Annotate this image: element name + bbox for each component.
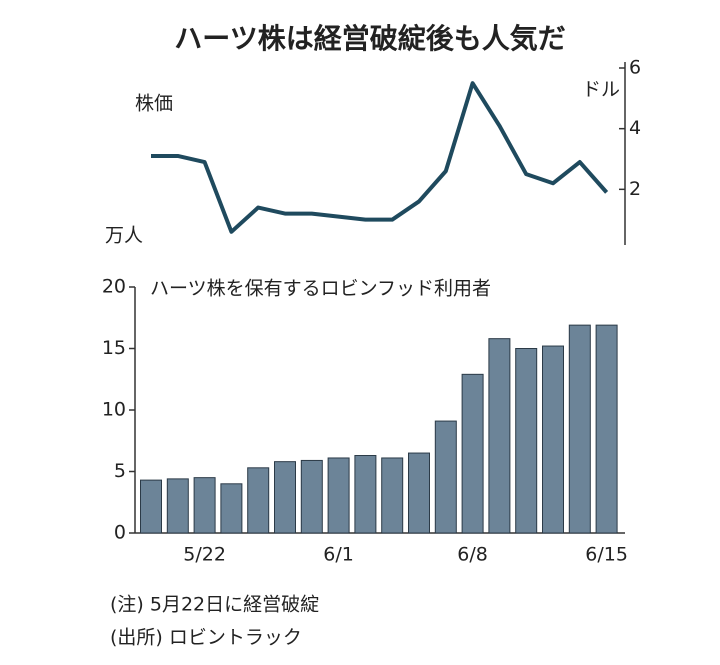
series-label: ハーツ株を保有するロビンフッド利用者	[150, 278, 491, 300]
x-tick-label: 5/22	[183, 544, 226, 566]
y2-axis-label: ドル	[582, 79, 620, 101]
bar	[220, 483, 243, 534]
bar	[515, 348, 538, 534]
x-tick-label: 6/15	[585, 544, 628, 566]
series-label: 株価	[135, 93, 173, 115]
y2-tick-label: 2	[629, 178, 641, 200]
bar	[434, 420, 457, 534]
bar	[354, 455, 377, 534]
y-tick-label: 5	[114, 460, 126, 482]
bar	[595, 324, 618, 534]
bar	[461, 373, 484, 534]
y-tick-label: 0	[114, 522, 126, 544]
bar	[381, 457, 404, 534]
bar	[166, 478, 189, 534]
y2-tick-label: 4	[629, 117, 641, 139]
y-tick-label: 20	[102, 276, 126, 298]
bar	[542, 345, 564, 534]
bar	[568, 324, 591, 534]
bar	[247, 467, 270, 534]
x-tick-label: 6/8	[457, 544, 488, 566]
chart-title: ハーツ株は経営破綻後も人気だ	[174, 22, 565, 55]
price-line	[151, 81, 609, 234]
bar	[488, 338, 511, 534]
bar	[408, 452, 430, 534]
note: (注) 5月22日に経営破綻	[110, 594, 319, 616]
y-tick-label: 15	[102, 337, 126, 359]
y2-tick-label: 6	[629, 57, 641, 79]
bar	[274, 461, 296, 534]
y-tick-label: 10	[102, 399, 126, 421]
bar	[327, 457, 350, 534]
x-tick-label: 6/1	[323, 544, 354, 566]
source: (出所) ロビントラック	[110, 627, 302, 649]
y-axis-label: 万人	[105, 225, 143, 247]
bar	[193, 477, 216, 534]
bar	[140, 479, 162, 534]
bar	[300, 459, 323, 534]
